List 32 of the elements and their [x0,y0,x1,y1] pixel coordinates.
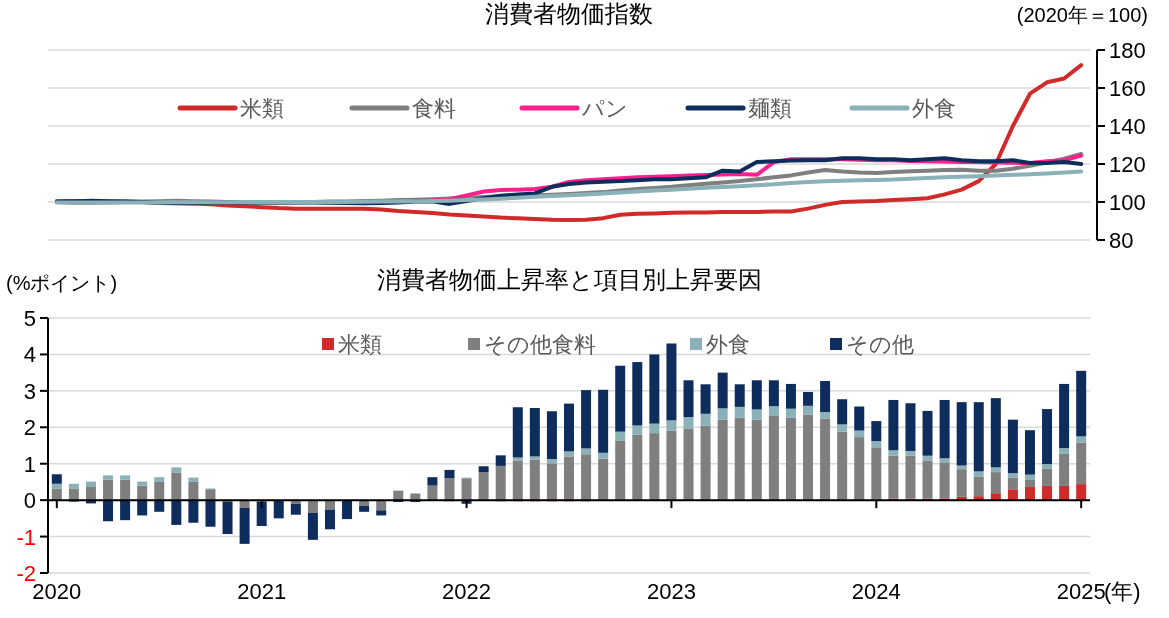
legend-label: その他 [846,332,914,357]
y-tick-label: 1 [23,451,36,477]
y-tick-label: 100 [1109,190,1146,215]
legend-label: パン [581,96,628,121]
legend-label: 米類 [240,96,284,121]
y-tick-label: 3 [23,378,36,404]
y-tick-label: -1 [16,524,36,550]
x-tick-label: 2024 [851,579,901,604]
legend-label: その他食料 [484,332,596,357]
y-tick-label: 120 [1109,152,1146,177]
legend-label: 米類 [338,332,382,357]
chart-title: 消費者物価上昇率と項目別上昇要因 [376,266,762,293]
y-axis-title: (2020年＝100) [1016,4,1148,26]
legend-label: 麺類 [748,96,792,121]
y-tick-label: 180 [1109,38,1146,63]
legend-label: 食料 [412,96,456,121]
chart-title: 消費者物価指数 [485,0,653,27]
y-tick-label: 2 [23,415,36,441]
x-tick-label: 2025 [1056,579,1106,604]
legend-label: 外食 [706,332,750,357]
y-tick-label: 140 [1109,114,1146,139]
x-tick-label: 2022 [442,579,492,604]
y-tick-label: 5 [23,306,36,331]
x-axis-title: (年) [1104,579,1141,604]
y-tick-label: 160 [1109,76,1146,101]
y-tick-label: 0 [23,488,36,514]
y-tick-label: 80 [1109,228,1134,253]
legend-label: 外食 [912,96,956,121]
y-tick-label: 4 [23,342,36,368]
x-tick-label: 2023 [646,579,696,604]
x-tick-label: 2021 [237,579,287,604]
y-axis-title: (%ポイント) [6,272,118,294]
